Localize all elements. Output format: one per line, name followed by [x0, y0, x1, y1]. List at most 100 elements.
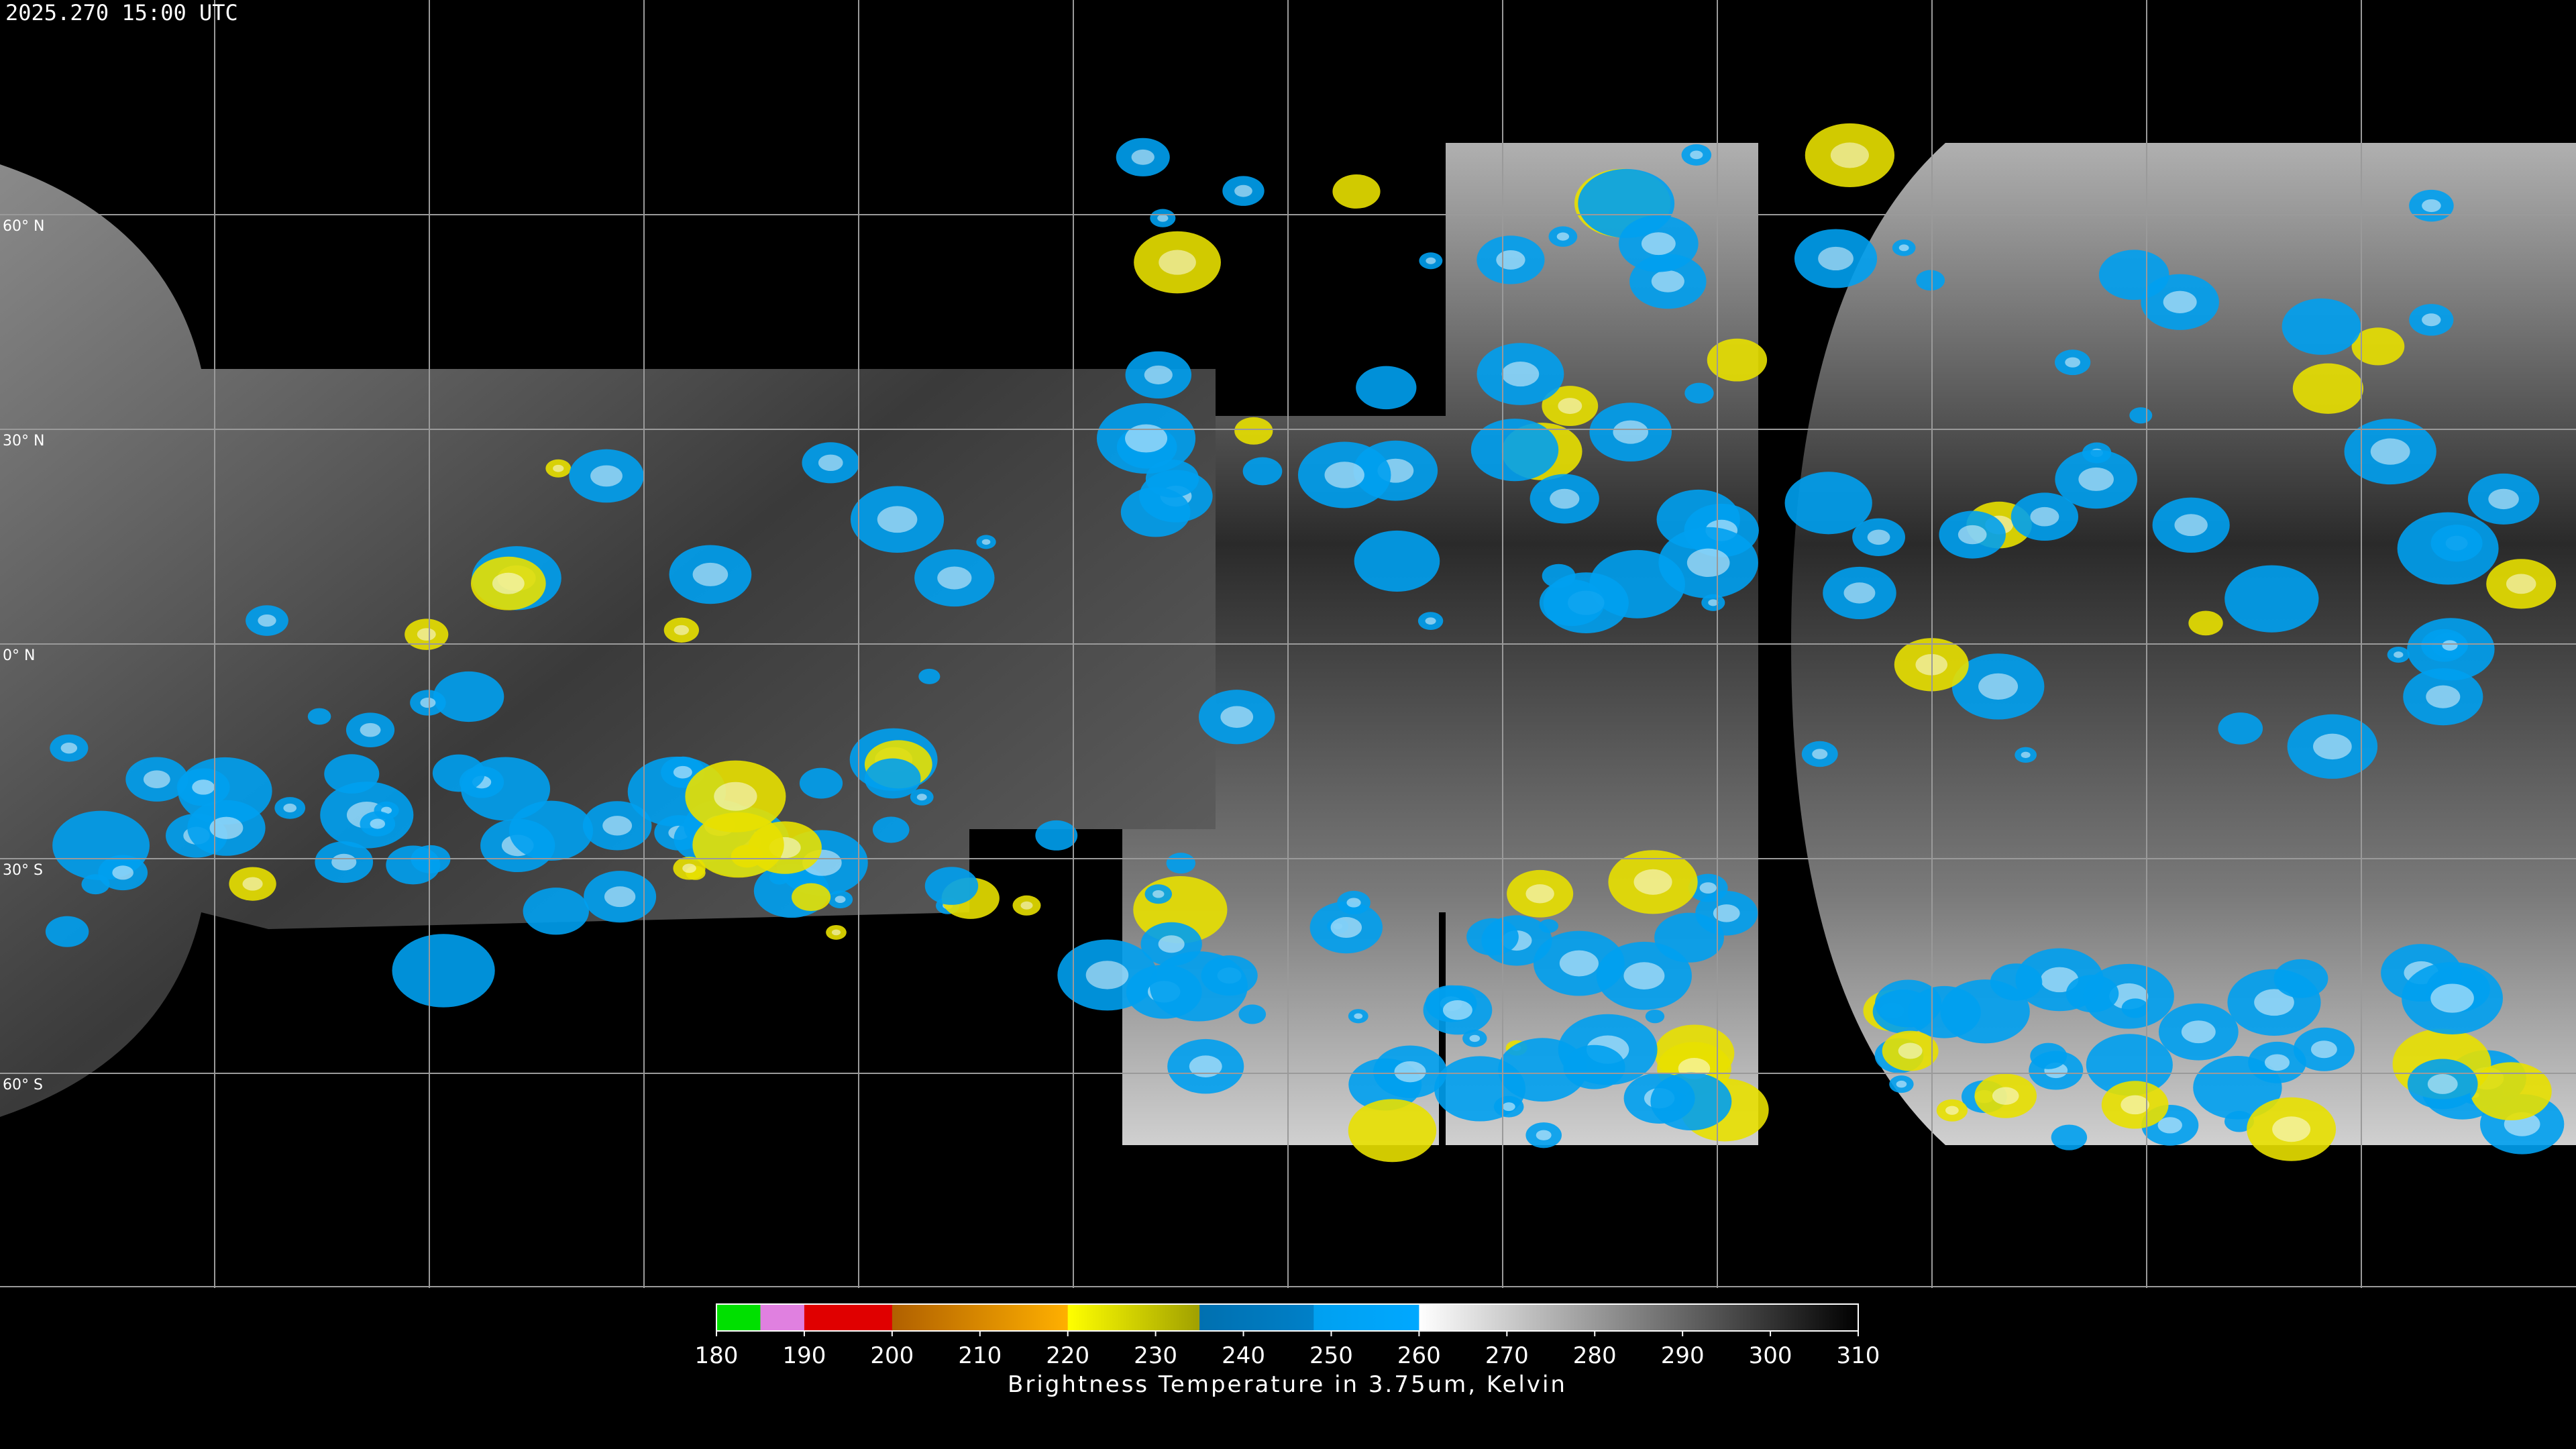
- cloud: [1348, 1099, 1437, 1163]
- cloud: [2470, 1062, 2552, 1121]
- cloud-core: [112, 865, 133, 880]
- colorbar-tick-label: 190: [782, 1342, 826, 1369]
- cloud-core: [877, 506, 918, 533]
- cloud-core: [1324, 462, 1364, 488]
- cloud: [2051, 1124, 2088, 1150]
- cloud-core: [1536, 1130, 1552, 1140]
- cloud: [1645, 1009, 1665, 1024]
- cloud-core: [2422, 199, 2441, 213]
- cloud: [2129, 407, 2153, 424]
- cloud-core: [370, 818, 386, 829]
- cloud: [1470, 419, 1559, 482]
- cloud-core: [1469, 1034, 1481, 1042]
- cloud-core: [714, 782, 757, 811]
- colorbar-segment: [892, 1304, 1069, 1331]
- cloud-core: [1020, 901, 1033, 910]
- cloud-core: [604, 886, 636, 908]
- colorbar-tick-label: 250: [1309, 1342, 1353, 1369]
- cloud: [432, 754, 485, 792]
- cloud-core: [1898, 244, 1909, 252]
- colorbar-label: Brightness Temperature in 3.75um, Kelvin: [1008, 1371, 1567, 1398]
- imagery-west: [0, 164, 1216, 1117]
- cloud: [1563, 1044, 1625, 1089]
- cloud: [45, 916, 89, 947]
- cloud-core: [1394, 1061, 1426, 1083]
- cloud-core: [590, 465, 623, 487]
- colorbar-segment: [1199, 1304, 1314, 1331]
- cloud: [1242, 457, 1283, 486]
- cloud-core: [2163, 290, 2197, 313]
- cloud: [1872, 989, 1935, 1034]
- colorbar-tick-label: 290: [1661, 1342, 1705, 1369]
- cloud: [1035, 820, 1078, 851]
- cloud-core: [2272, 1116, 2311, 1142]
- cloud: [1234, 417, 1273, 445]
- cloud: [1650, 1072, 1732, 1131]
- cloud-core: [818, 454, 843, 472]
- cloud: [1784, 472, 1872, 535]
- cloud-core: [674, 625, 690, 635]
- cloud-core: [1686, 548, 1730, 578]
- cloud: [2224, 565, 2319, 633]
- cloud-core: [143, 770, 170, 788]
- cloud-core: [360, 722, 381, 737]
- cloud: [872, 816, 910, 843]
- cloud: [2397, 512, 2499, 585]
- cloud-core: [2181, 1020, 2216, 1044]
- cloud: [1707, 338, 1768, 382]
- cloud-core: [2394, 651, 2404, 658]
- cloud: [2098, 250, 2169, 301]
- colorbar-frame: [716, 1303, 1859, 1332]
- cloud: [1990, 963, 2043, 1001]
- cloud-core: [1085, 961, 1129, 989]
- cloud: [1238, 1004, 1267, 1024]
- cloud: [508, 800, 594, 861]
- cloud-core: [2488, 488, 2519, 510]
- cloud-core: [1125, 424, 1168, 453]
- cloud-core: [417, 628, 436, 641]
- cloud-core: [192, 780, 215, 795]
- cloud: [2351, 327, 2405, 366]
- cloud-core: [420, 697, 436, 708]
- cloud-core: [242, 877, 263, 891]
- cloud: [2273, 959, 2328, 998]
- cloud-core: [1425, 617, 1436, 625]
- cloud: [2065, 975, 2119, 1013]
- cloud-core: [1346, 898, 1361, 908]
- cloud-core: [2310, 1040, 2337, 1059]
- cloud-core: [1867, 529, 1890, 545]
- cloud-core: [1442, 1000, 1472, 1020]
- cloud-core: [2254, 989, 2294, 1016]
- cloud-core: [1426, 257, 1436, 264]
- colorbar-tick-label: 240: [1222, 1342, 1265, 1369]
- cloud-core: [1558, 398, 1582, 415]
- colorbar-tick-label: 310: [1837, 1342, 1880, 1369]
- colorbar-segment: [1067, 1304, 1200, 1331]
- cloud-core: [553, 464, 564, 472]
- cloud: [1356, 366, 1417, 410]
- cloud: [924, 867, 979, 905]
- cloud: [2292, 363, 2364, 414]
- cloud: [324, 754, 380, 794]
- cloud-core: [2442, 640, 2458, 651]
- cloud-core: [1708, 599, 1719, 606]
- cloud-core: [831, 929, 841, 936]
- colorbar-tick-label: 230: [1134, 1342, 1177, 1369]
- cloud: [433, 671, 504, 722]
- colorbar-tick-label: 280: [1573, 1342, 1617, 1369]
- cloud-core: [1957, 525, 1987, 545]
- cloud-core: [916, 794, 927, 801]
- cloud-core: [1189, 1055, 1222, 1077]
- colorbar-tick-label: 260: [1397, 1342, 1441, 1369]
- cloud: [2030, 1042, 2068, 1069]
- cloud: [799, 767, 843, 799]
- latitude-label: 60° N: [3, 218, 44, 235]
- cloud: [1466, 918, 1519, 956]
- colorbar-tick-label: 180: [695, 1342, 739, 1369]
- cloud: [2086, 1034, 2173, 1096]
- cloud-core: [1220, 706, 1254, 728]
- cloud: [1354, 530, 1440, 592]
- cloud-core: [2422, 313, 2441, 327]
- colorbar-tick-label: 270: [1485, 1342, 1529, 1369]
- colorbar-segment: [760, 1304, 805, 1331]
